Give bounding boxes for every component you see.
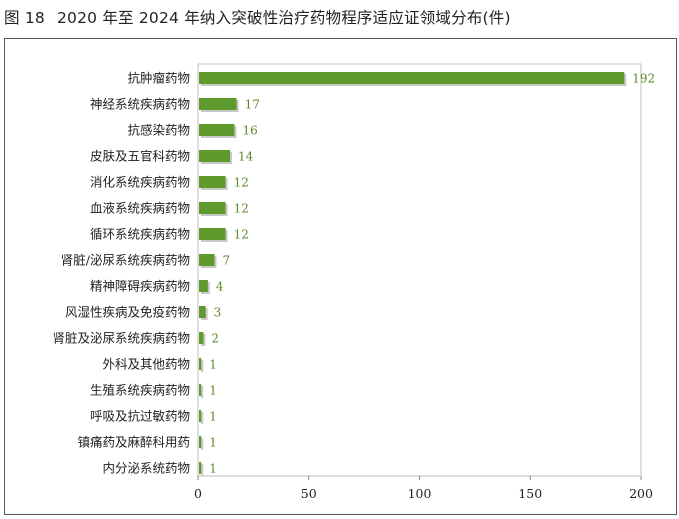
category-label: 精神障碍疾病药物 — [90, 279, 190, 294]
category-label: 循环系统疾病药物 — [90, 227, 190, 242]
category-label: 呼吸及抗过敏药物 — [90, 409, 190, 424]
category-label: 风湿性疾病及免疫药物 — [65, 305, 190, 320]
value-label: 1 — [209, 358, 217, 372]
value-label: 7 — [223, 254, 231, 268]
value-label: 4 — [216, 280, 224, 294]
bar — [199, 228, 226, 240]
bar — [199, 72, 625, 84]
value-label: 14 — [238, 150, 254, 164]
bar — [199, 358, 202, 370]
category-label: 外科及其他药物 — [102, 357, 190, 372]
figure-number: 图 18 — [4, 9, 45, 27]
x-tick-label: 200 — [629, 486, 653, 501]
category-label: 皮肤及五官科药物 — [90, 149, 190, 164]
x-tick-label: 50 — [301, 486, 317, 501]
bar-shadow — [201, 464, 204, 476]
bar — [199, 332, 204, 344]
bar — [199, 150, 231, 162]
x-axis: 0 50 100 150 200 — [194, 476, 653, 501]
value-label: 17 — [245, 98, 260, 112]
category-label: 生殖系统疾病药物 — [90, 383, 190, 398]
value-label: 12 — [234, 176, 249, 190]
value-label: 1 — [209, 462, 217, 476]
category-label: 血液系统疾病药物 — [90, 201, 190, 216]
x-tick-label: 0 — [194, 486, 202, 501]
category-label: 镇痛药及麻醉科用药 — [77, 435, 190, 450]
category-label: 内分泌系统药物 — [102, 461, 190, 476]
bar — [199, 410, 202, 422]
x-tick-label: 150 — [518, 486, 542, 501]
bar — [199, 202, 226, 214]
category-labels: 抗肿瘤药物神经系统疾病药物抗感染药物皮肤及五官科药物消化系统疾病药物血液系统疾病… — [52, 71, 190, 476]
chart-frame — [4, 38, 677, 515]
bar — [199, 254, 215, 266]
figure-title: 2020 年至 2024 年纳入突破性治疗药物程序适应证领域分布(件) — [56, 9, 511, 27]
category-label: 抗感染药物 — [127, 123, 190, 138]
value-label: 12 — [234, 202, 249, 216]
category-label: 神经系统疾病药物 — [90, 97, 190, 112]
category-label: 抗肿瘤药物 — [127, 71, 190, 86]
value-label: 16 — [242, 124, 257, 138]
bars — [199, 72, 627, 476]
bar-shadow — [201, 360, 204, 372]
value-label: 2 — [211, 332, 219, 346]
category-label: 肾脏及泌尿系统疾病药物 — [52, 331, 190, 346]
plot-area — [197, 63, 642, 477]
bar — [199, 384, 202, 396]
bar — [199, 462, 202, 474]
bar-shadow — [201, 412, 204, 424]
figure-caption: 图 18 2020 年至 2024 年纳入突破性治疗药物程序适应证领域分布(件) — [4, 6, 511, 28]
value-label: 1 — [209, 384, 217, 398]
bar — [199, 124, 235, 136]
value-label: 1 — [209, 436, 217, 450]
value-label: 1 — [209, 410, 217, 424]
value-label: 192 — [632, 72, 655, 86]
value-label: 3 — [214, 306, 222, 320]
value-label: 12 — [234, 228, 249, 242]
bar-shadow — [201, 386, 204, 398]
plot-border — [197, 63, 642, 477]
bar-shadow — [201, 438, 204, 450]
bar — [199, 436, 202, 448]
bar — [199, 306, 206, 318]
bar — [199, 98, 237, 110]
category-label: 消化系统疾病药物 — [90, 175, 190, 190]
bar — [199, 280, 208, 292]
category-label: 肾脏/泌尿系统疾病药物 — [61, 253, 190, 268]
bar — [199, 176, 226, 188]
x-tick-label: 100 — [408, 486, 432, 501]
